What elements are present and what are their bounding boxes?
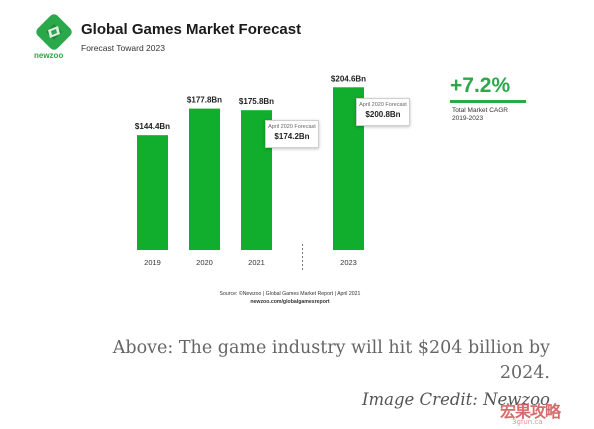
- chart-title: Global Games Market Forecast: [81, 21, 302, 38]
- callout-label: April 2020 Forecast: [268, 124, 316, 130]
- x-tick-label: 2020: [196, 258, 213, 267]
- bar-value-label: $204.6Bn: [331, 74, 366, 83]
- cagr-label-line1: Total Market CAGR: [452, 107, 508, 114]
- watermark-sub: 3gfun.ca: [512, 418, 543, 426]
- x-tick-label: 2021: [248, 258, 265, 267]
- source-line: Source: ©Newzoo | Global Games Market Re…: [219, 291, 361, 297]
- cagr-label-line2: 2019-2023: [452, 115, 484, 122]
- brand-name: newzoo: [34, 51, 64, 60]
- article-caption: Above: The game industry will hit $204 b…: [112, 338, 550, 383]
- callout-value: $200.8Bn: [365, 110, 401, 119]
- x-tick-label: 2023: [340, 258, 357, 267]
- bar-2020: [189, 108, 220, 251]
- x-tick-label: 2019: [144, 258, 161, 267]
- callout-value: $174.2Bn: [274, 132, 310, 141]
- cagr-label: Total Market CAGR 2019-2023: [452, 107, 508, 123]
- bar-2019: [137, 135, 168, 250]
- cagr-value: +7.2%: [450, 74, 511, 97]
- source-note: Source: ©Newzoo | Global Games Market Re…: [190, 290, 390, 306]
- watermark: 宏果攻略: [500, 402, 561, 421]
- bar-value-label: $144.4Bn: [135, 122, 170, 131]
- image-credit: Image Credit: Newzoo: [361, 390, 550, 409]
- forecast-callout-2023: April 2020 Forecast $200.8Bn: [356, 98, 410, 126]
- newzoo-logo-icon: [36, 14, 72, 50]
- chart-subtitle: Forecast Toward 2023: [81, 43, 165, 53]
- callout-label: April 2020 Forecast: [359, 102, 407, 108]
- source-link: newzoo.com/globalgamesreport: [250, 299, 330, 305]
- forecast-callout-2021: April 2020 Forecast $174.2Bn: [265, 120, 319, 148]
- bar-value-label: $175.8Bn: [239, 97, 274, 106]
- bar-chart: $144.4Bn 2019 $177.8Bn 2020 $175.8Bn 2021 $204…: [135, 74, 366, 270]
- bar-value-label: $177.8Bn: [187, 96, 222, 105]
- cagr-underline: [450, 100, 526, 103]
